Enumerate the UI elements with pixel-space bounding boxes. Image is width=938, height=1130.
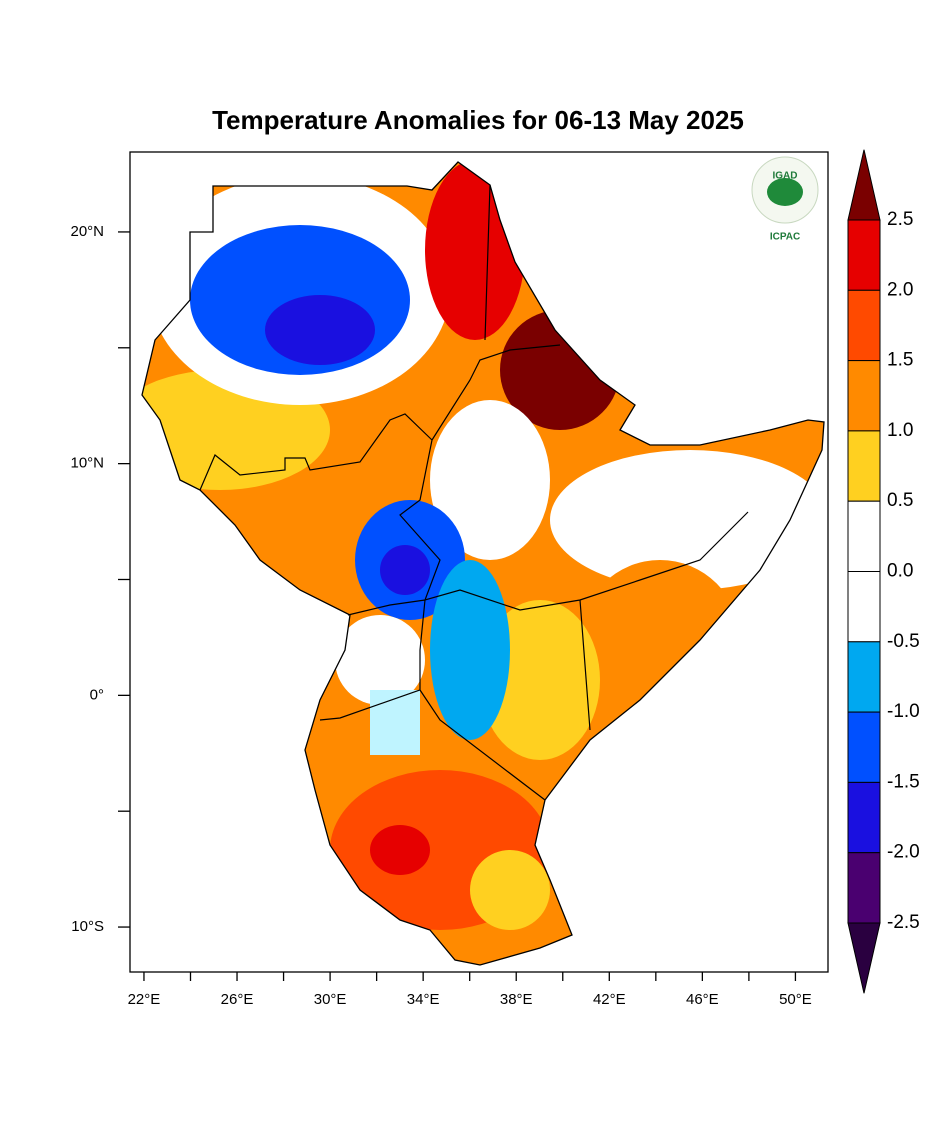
lake xyxy=(370,690,420,755)
colorbar-label: -2.0 xyxy=(887,842,920,863)
colorbar-label: 2.5 xyxy=(887,209,913,230)
colorbar-label: -1.5 xyxy=(887,771,920,792)
colorbar-box xyxy=(847,360,881,432)
field-patch xyxy=(550,450,824,590)
logo-text: ICPAC xyxy=(770,232,800,243)
colorbar-box xyxy=(847,289,881,362)
logo-text: IGAD xyxy=(773,171,798,182)
map-title: Temperature Anomalies for 06-13 May 2025 xyxy=(212,105,744,135)
x-tick-label: 46°E xyxy=(686,991,719,1008)
colorbar-label: -0.5 xyxy=(887,631,920,652)
field-patch xyxy=(380,545,430,595)
colorbar-arrow xyxy=(847,149,881,221)
colorbar-box xyxy=(847,641,881,713)
field-patch xyxy=(470,850,550,930)
colorbar-box xyxy=(847,430,881,502)
colorbar-label: 1.5 xyxy=(887,350,913,371)
colorbar-label: 0.5 xyxy=(887,490,913,511)
borders xyxy=(199,184,749,801)
logo: IGAD ICPAC xyxy=(751,156,819,243)
x-tick-label: 26°E xyxy=(221,991,254,1008)
colorbar-box xyxy=(847,219,881,291)
x-tick-label: 50°E xyxy=(779,991,812,1008)
x-tick-label: 38°E xyxy=(500,991,533,1008)
field-patch xyxy=(430,400,550,560)
colorbar-label: 2.0 xyxy=(887,279,913,300)
y-tick-label: 10°S xyxy=(71,918,104,935)
field-patch xyxy=(480,600,600,760)
colorbar-label: 1.0 xyxy=(887,420,913,441)
colorbar-arrow xyxy=(847,922,881,994)
colorbar-box xyxy=(847,500,881,573)
x-tick-label: 34°E xyxy=(407,991,440,1008)
y-tick-label: 20°N xyxy=(70,223,104,240)
colorbar-box xyxy=(847,711,881,783)
colorbar-box xyxy=(847,781,881,854)
field-patch xyxy=(370,825,430,875)
colorbar-box xyxy=(847,852,881,924)
field-patch xyxy=(430,560,510,740)
field-patch xyxy=(265,295,375,365)
y-tick-label: 10°N xyxy=(70,455,104,472)
colorbar-label: -2.5 xyxy=(887,912,920,933)
x-tick-label: 42°E xyxy=(593,991,626,1008)
field-patch xyxy=(335,615,425,705)
x-tick-label: 22°E xyxy=(128,991,161,1008)
y-tick-label: 0° xyxy=(90,686,104,703)
x-tick-label: 30°E xyxy=(314,991,347,1008)
colorbar-box xyxy=(847,571,881,643)
logo-emblem xyxy=(767,178,803,206)
colorbar-label: 0.0 xyxy=(887,561,913,582)
colorbar-label: -1.0 xyxy=(887,701,920,722)
